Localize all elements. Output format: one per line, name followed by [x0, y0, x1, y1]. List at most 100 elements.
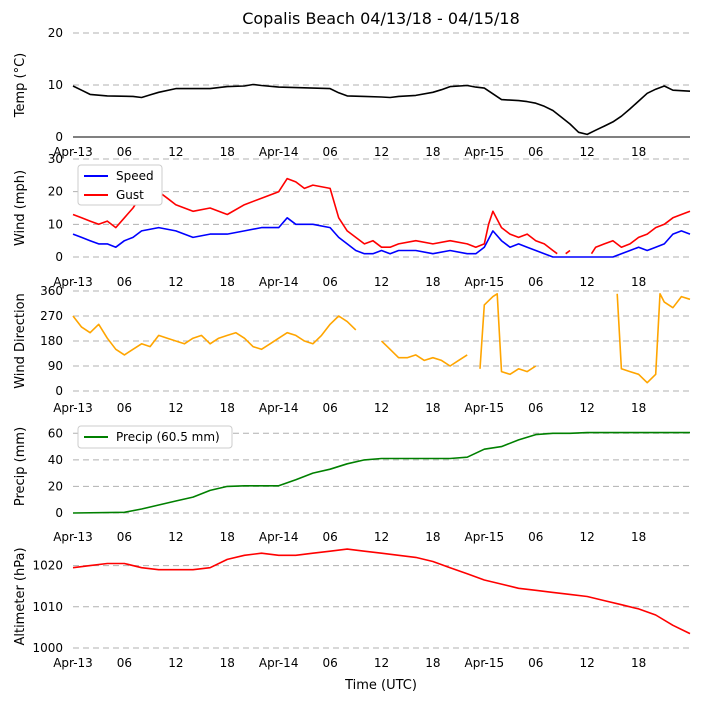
x-tick-label: 18: [425, 145, 440, 159]
x-axis-label: Time (UTC): [344, 678, 417, 693]
legend-label: Precip (60.5 mm): [116, 430, 220, 444]
x-tick-label: 12: [374, 275, 389, 289]
legend-label: Gust: [116, 188, 144, 202]
x-tick-label: 18: [220, 145, 235, 159]
x-tick-label: 18: [220, 275, 235, 289]
x-tick-label: Apr-14: [259, 530, 299, 544]
x-tick-label: Apr-15: [465, 401, 505, 415]
x-tick-label: 12: [580, 656, 595, 670]
y-tick-label: 1010: [32, 600, 63, 614]
y-tick-label: 10: [48, 78, 63, 92]
y-tick-label: 0: [55, 384, 63, 398]
x-tick-label: 18: [631, 530, 646, 544]
x-tick-label: 06: [322, 145, 337, 159]
x-tick-label: Apr-15: [465, 145, 505, 159]
x-tick-label: Apr-14: [259, 145, 299, 159]
x-tick-label: 18: [220, 656, 235, 670]
y-axis-label: Temp (°C): [13, 53, 28, 119]
y-axis-label: Wind (mph): [13, 170, 28, 246]
series-line-direction: [72, 315, 357, 356]
x-tick-label: 12: [168, 145, 183, 159]
x-tick-label: 06: [117, 401, 132, 415]
y-tick-label: 180: [40, 334, 63, 348]
y-tick-label: 270: [40, 309, 63, 323]
y-tick-label: 20: [48, 185, 63, 199]
x-tick-label: 18: [425, 401, 440, 415]
y-tick-label: 40: [48, 453, 63, 467]
x-tick-label: 12: [374, 145, 389, 159]
x-tick-label: 06: [117, 530, 132, 544]
y-tick-label: 30: [48, 152, 63, 166]
y-axis-label: Altimeter (hPa): [13, 547, 28, 645]
x-tick-label: 12: [580, 530, 595, 544]
x-tick-label: 06: [322, 656, 337, 670]
x-tick-label: 18: [425, 656, 440, 670]
x-tick-label: 06: [117, 145, 132, 159]
x-tick-label: Apr-14: [259, 401, 299, 415]
y-tick-label: 60: [48, 426, 63, 440]
x-tick-label: 12: [580, 275, 595, 289]
x-tick-label: 06: [117, 275, 132, 289]
legend-label: Speed: [116, 169, 154, 183]
x-tick-label: 06: [528, 530, 543, 544]
x-tick-label: 12: [374, 656, 389, 670]
series-line-direction: [380, 340, 468, 367]
y-tick-label: 10: [48, 217, 63, 231]
x-tick-label: 18: [631, 401, 646, 415]
x-tick-label: Apr-13: [53, 145, 93, 159]
series-line-speed: [72, 217, 691, 258]
x-tick-label: Apr-13: [53, 530, 93, 544]
x-tick-label: 12: [374, 401, 389, 415]
chart-title: Copalis Beach 04/13/18 - 04/15/18: [242, 9, 520, 28]
x-tick-label: 06: [528, 145, 543, 159]
x-tick-label: 06: [528, 275, 543, 289]
series-line-gust: [590, 210, 691, 255]
series-line-altimeter: [72, 548, 691, 635]
x-tick-label: 18: [425, 275, 440, 289]
x-tick-label: 12: [168, 401, 183, 415]
x-tick-label: 06: [322, 275, 337, 289]
y-tick-label: 1000: [32, 641, 63, 655]
x-tick-label: Apr-13: [53, 401, 93, 415]
x-tick-label: 06: [322, 530, 337, 544]
series-line-direction: [616, 292, 691, 384]
x-tick-label: Apr-15: [465, 656, 505, 670]
x-tick-label: Apr-14: [259, 275, 299, 289]
x-tick-label: 06: [117, 656, 132, 670]
series-line-gust: [565, 249, 571, 255]
x-tick-label: 18: [631, 656, 646, 670]
y-tick-label: 0: [55, 250, 63, 264]
y-tick-label: 360: [40, 284, 63, 298]
y-tick-label: 0: [55, 130, 63, 144]
x-tick-label: Apr-15: [465, 530, 505, 544]
x-tick-label: 18: [220, 401, 235, 415]
x-tick-label: 12: [374, 530, 389, 544]
series-line-precip-60-5-mm-: [72, 431, 690, 514]
x-tick-label: Apr-15: [465, 275, 505, 289]
x-tick-label: 12: [168, 530, 183, 544]
x-tick-label: Apr-13: [53, 656, 93, 670]
series-line-temp: [72, 83, 691, 136]
x-tick-label: 12: [168, 656, 183, 670]
x-tick-label: Apr-13: [53, 275, 93, 289]
y-tick-label: 1020: [32, 559, 63, 573]
x-tick-label: Apr-14: [259, 656, 299, 670]
y-axis-label: Precip (mm): [13, 427, 28, 506]
x-tick-label: 18: [631, 145, 646, 159]
y-tick-label: 20: [48, 479, 63, 493]
y-axis-label: Wind Direction: [13, 293, 28, 389]
x-tick-label: 06: [528, 656, 543, 670]
x-tick-label: 06: [528, 401, 543, 415]
x-tick-label: 18: [220, 530, 235, 544]
x-tick-label: 12: [580, 145, 595, 159]
x-tick-label: 18: [425, 530, 440, 544]
y-tick-label: 0: [55, 506, 63, 520]
x-tick-label: 12: [168, 275, 183, 289]
x-tick-label: 18: [631, 275, 646, 289]
y-tick-label: 90: [48, 359, 63, 373]
legend-box: [77, 425, 233, 449]
x-tick-label: 12: [580, 401, 595, 415]
y-tick-label: 20: [48, 26, 63, 40]
